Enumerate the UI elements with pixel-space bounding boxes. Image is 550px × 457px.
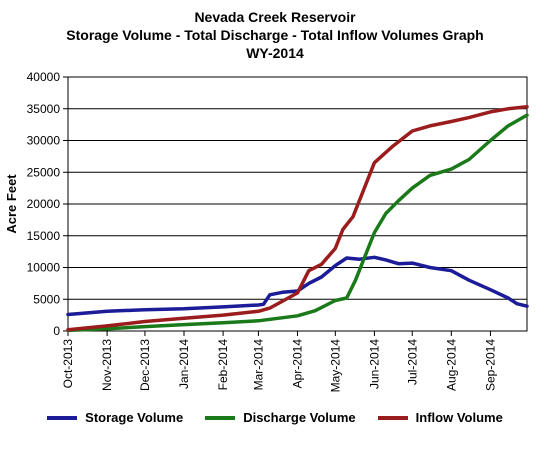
legend-item-discharge: Discharge Volume <box>205 410 356 425</box>
x-tick-label: Feb-2014 <box>216 339 230 391</box>
x-tick-label: May-2014 <box>328 339 342 393</box>
y-tick-label: 25000 <box>27 165 61 179</box>
x-tick-label: Oct-2013 <box>61 339 75 389</box>
legend: Storage Volume Discharge Volume Inflow V… <box>0 410 550 425</box>
x-axis-ticks: Oct-2013 Nov-2013 Dec-2013 Jan-2014 Feb-2014… <box>61 331 497 392</box>
chart-title-line-1: Nevada Creek Reservoir <box>194 9 356 25</box>
legend-swatch-inflow <box>377 415 408 420</box>
series-lines <box>66 105 529 333</box>
series-line-3 <box>66 105 529 332</box>
x-tick-label: Nov-2013 <box>100 339 114 391</box>
y-tick-label: 35000 <box>27 102 61 116</box>
x-tick-label: Aug-2014 <box>444 339 458 391</box>
x-tick-label: Apr-2014 <box>291 339 305 389</box>
y-tick-label: 10000 <box>27 261 61 275</box>
x-tick-label: Jan-2014 <box>177 339 191 389</box>
y-tick-label: 5000 <box>33 292 60 306</box>
legend-label-discharge: Discharge Volume <box>243 410 356 425</box>
y-axis-ticks: 0 5000 10000 15000 20000 25000 30000 35000 40000 <box>27 70 68 338</box>
chart-title: Nevada Creek Reservoir Storage Volume - … <box>0 8 550 62</box>
y-axis-label: Acre Feet <box>4 174 19 234</box>
y-tick-label: 40000 <box>27 70 61 84</box>
y-tick-label: 30000 <box>27 134 61 148</box>
series-line-1 <box>66 255 529 317</box>
chart-title-line-3: WY-2014 <box>246 45 304 61</box>
y-tick-label: 15000 <box>27 229 61 243</box>
x-tick-label: Jul-2014 <box>405 339 419 385</box>
x-tick-label: Sep-2014 <box>483 339 497 391</box>
y-tick-label: 20000 <box>27 197 61 211</box>
legend-swatch-discharge <box>205 415 236 420</box>
series-line-2 <box>66 113 529 333</box>
legend-label-inflow: Inflow Volume <box>415 410 503 425</box>
x-tick-label: Jun-2014 <box>367 339 381 389</box>
x-tick-label: Dec-2013 <box>138 339 152 391</box>
legend-item-inflow: Inflow Volume <box>377 410 503 425</box>
legend-swatch-storage <box>47 415 78 420</box>
legend-label-storage: Storage Volume <box>85 410 184 425</box>
chart-title-line-2: Storage Volume - Total Discharge - Total… <box>66 27 484 43</box>
x-tick-label: Mar-2014 <box>251 339 265 391</box>
y-tick-label: 0 <box>53 324 60 338</box>
legend-item-storage: Storage Volume <box>47 410 183 425</box>
